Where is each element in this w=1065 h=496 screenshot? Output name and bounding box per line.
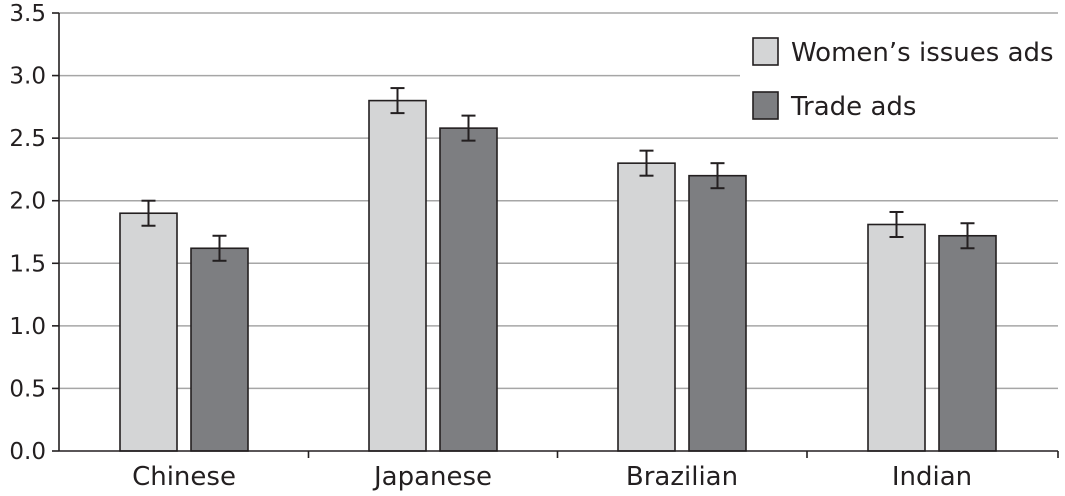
y-tick-label: 3.0 [9,64,46,90]
x-category-label: Chinese [132,462,236,492]
error-bar [212,234,227,262]
error-bar [390,87,405,115]
y-tick-label: 1.5 [9,251,46,277]
legend-label: Women’s issues ads [791,38,1054,68]
y-tick-label: 0.5 [9,376,46,402]
y-tick-label: 2.0 [9,189,46,215]
legend-swatch [752,91,779,120]
x-category-label: Japanese [372,462,492,492]
bars [119,99,997,452]
bar-womens-issues-chinese [119,212,178,452]
bar-womens-issues-japanese [368,99,427,452]
error-bars [141,87,975,262]
legend-background [740,30,1058,130]
legend: Women’s issues ads Trade ads [740,30,1058,130]
error-bar [639,149,654,177]
bar-womens-issues-indian [867,223,926,452]
x-category-label: Indian [892,462,972,492]
bar-trade-indian [938,234,997,452]
y-tick-label: 0.0 [9,439,46,465]
y-tick-label: 3.5 [9,1,46,27]
legend-label: Trade ads [790,92,916,122]
y-tick-label: 1.0 [9,314,46,340]
bar-womens-issues-brazilian [617,162,676,452]
bar-trade-chinese [190,247,249,452]
axes: 0.0 0.5 1.0 1.5 2.0 2.5 3.0 3.5 Chinese Japanese B… [9,1,1059,492]
error-bar [889,210,904,239]
legend-swatch [752,37,779,66]
bar-trade-japanese [439,127,498,452]
x-category-label: Brazilian [626,462,738,492]
error-bar [960,222,975,250]
bar-trade-brazilian [688,174,747,452]
error-bar [461,114,476,142]
error-bar [141,199,156,227]
y-tick-label: 2.5 [9,126,46,152]
error-bar [710,162,725,190]
